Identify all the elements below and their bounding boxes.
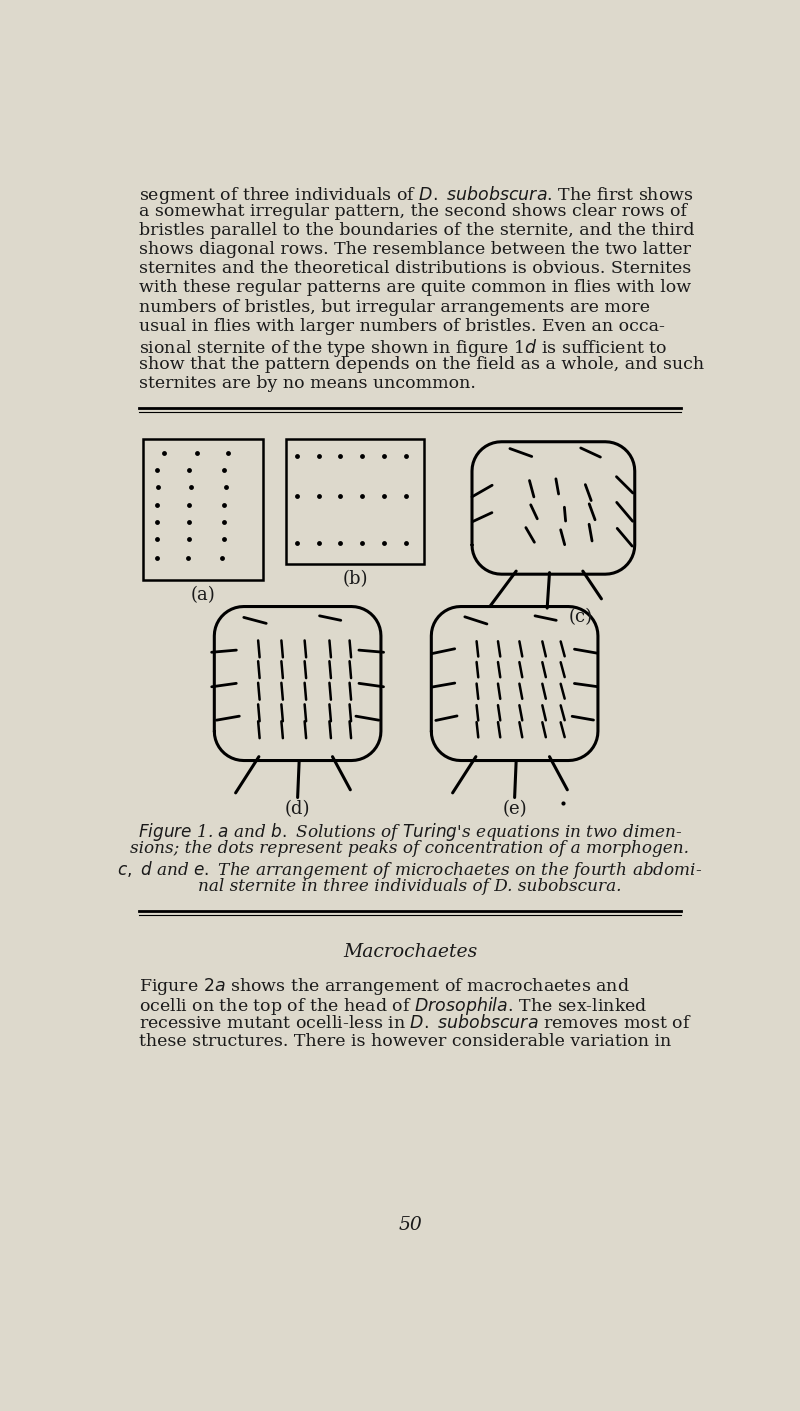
Text: segment of three individuals of $\mathit{D.\ subobscura}$. The first shows: segment of three individuals of $\mathit… xyxy=(138,183,694,206)
Text: recessive mutant ocelli-less in $D.$ $subobscura$ removes most of: recessive mutant ocelli-less in $D.$ $su… xyxy=(138,1013,691,1031)
Text: these structures. There is however considerable variation in: these structures. There is however consi… xyxy=(138,1033,671,1050)
Text: a somewhat irregular pattern, the second shows clear rows of: a somewhat irregular pattern, the second… xyxy=(138,203,686,220)
Text: with these regular patterns are quite common in flies with low: with these regular patterns are quite co… xyxy=(138,279,691,296)
Text: $c,$ $d$ and $e.$ The arrangement of microchaetes on the fourth abdomi-: $c,$ $d$ and $e.$ The arrangement of mic… xyxy=(118,859,702,880)
Bar xyxy=(286,439,424,564)
Text: sions; the dots represent peaks of concentration of a morphogen.: sions; the dots represent peaks of conce… xyxy=(130,840,690,856)
Text: ocelli on the top of the head of $Drosophila$. The sex-linked: ocelli on the top of the head of $Drosop… xyxy=(138,995,647,1016)
Text: Macrochaetes: Macrochaetes xyxy=(343,943,477,961)
Text: (a): (a) xyxy=(190,586,215,604)
Text: (d): (d) xyxy=(285,800,310,818)
Text: sternites are by no means uncommon.: sternites are by no means uncommon. xyxy=(138,375,476,392)
Text: sional sternite of the type shown in figure 1$d$ is sufficient to: sional sternite of the type shown in fig… xyxy=(138,337,667,358)
Text: $Figure$ 1. $a$ and $b.$ Solutions of $Turing$'s equations in two dimen-: $Figure$ 1. $a$ and $b.$ Solutions of $T… xyxy=(138,821,682,842)
Text: 50: 50 xyxy=(398,1216,422,1235)
Text: (e): (e) xyxy=(502,800,527,818)
Text: nal sternite in three individuals of D. subobscura.: nal sternite in three individuals of D. … xyxy=(198,878,622,895)
Text: (b): (b) xyxy=(342,570,368,588)
Bar xyxy=(142,439,262,580)
Text: bristles parallel to the boundaries of the sternite, and the third: bristles parallel to the boundaries of t… xyxy=(138,222,694,238)
Text: sternites and the theoretical distributions is obvious. Sternites: sternites and the theoretical distributi… xyxy=(138,261,691,278)
Text: (c): (c) xyxy=(569,608,593,626)
Text: numbers of bristles, but irregular arrangements are more: numbers of bristles, but irregular arran… xyxy=(138,299,650,316)
Text: shows diagonal rows. The resemblance between the two latter: shows diagonal rows. The resemblance bet… xyxy=(138,241,690,258)
Text: usual in flies with larger numbers of bristles. Even an occa-: usual in flies with larger numbers of br… xyxy=(138,317,665,334)
Text: show that the pattern depends on the field as a whole, and such: show that the pattern depends on the fie… xyxy=(138,356,704,373)
Text: Figure $2a$ shows the arrangement of macrochaetes and: Figure $2a$ shows the arrangement of mac… xyxy=(138,975,630,996)
